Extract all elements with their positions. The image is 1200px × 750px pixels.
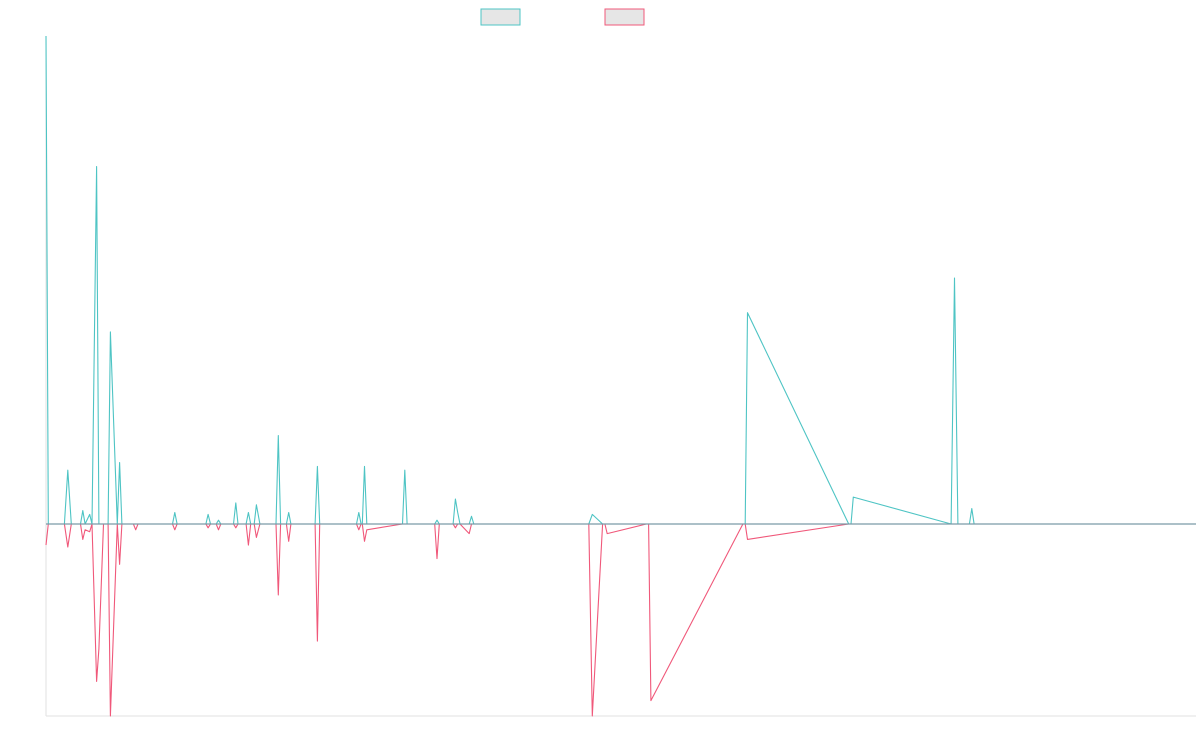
legend <box>480 8 645 26</box>
series-line-1 <box>45 35 1196 525</box>
legend-swatch-2 <box>604 8 645 26</box>
legend-swatch-1 <box>480 8 521 26</box>
series-line-2 <box>45 523 1196 717</box>
series-layer <box>45 35 1196 717</box>
axes <box>45 36 1196 717</box>
